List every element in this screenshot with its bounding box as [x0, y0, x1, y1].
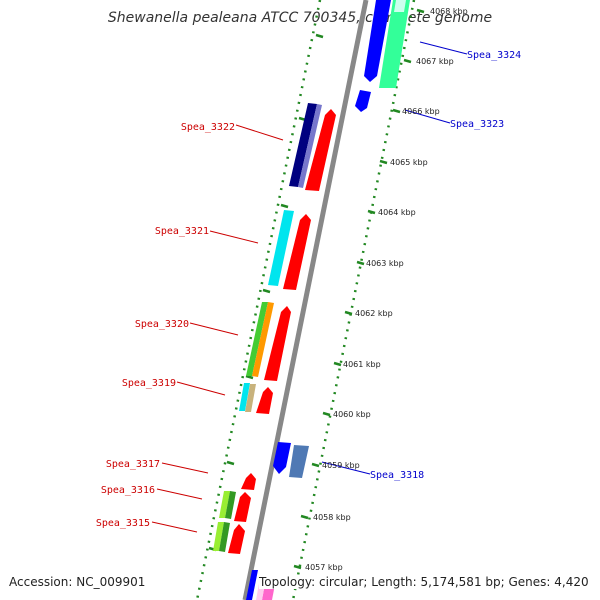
cds-spea-3322-color-b[interactable]	[298, 104, 322, 188]
gene-label[interactable]: Spea_3317	[106, 459, 160, 470]
scale-label: 4057 kbp	[305, 563, 343, 572]
scale-label: 4059 kbp	[322, 461, 360, 470]
cds-spea-3316-arrow[interactable]	[234, 492, 251, 522]
cds-spea-3321-color[interactable]	[268, 210, 294, 286]
topology-text: Topology: circular; Length: 5,174,581 bp…	[259, 575, 589, 589]
gene-label[interactable]: Spea_3323	[450, 119, 504, 130]
scale-label: 4066 kbp	[402, 107, 440, 116]
inner-tick-ring	[291, 0, 416, 600]
cds-spea-3324-green[interactable]	[379, 0, 410, 88]
cds-spea-3315-color-a[interactable]	[213, 522, 224, 551]
cds-spea-3321-arrow[interactable]	[283, 214, 311, 290]
cds-spea-3315-arrow[interactable]	[228, 524, 245, 554]
gene-label[interactable]: Spea_3316	[101, 485, 155, 496]
scale-label: 4064 kbp	[378, 208, 416, 217]
scale-label: 4061 kbp	[343, 360, 381, 369]
gene-label[interactable]: Spea_3319	[122, 378, 176, 389]
cds-spea-3319-tan[interactable]	[245, 384, 256, 412]
scale-label: 4060 kbp	[333, 410, 371, 419]
accession-text: Accession: NC_009901	[9, 575, 146, 589]
outer-tick-ring	[195, 0, 322, 600]
cds-spea-3322-color-a[interactable]	[289, 103, 317, 187]
cds-spea-3316-color-a[interactable]	[219, 491, 230, 518]
cds-spea-3323-arrow[interactable]	[355, 90, 371, 112]
cds-spea-3322-arrow[interactable]	[305, 109, 336, 191]
cds-spea-3318-steel[interactable]	[289, 445, 309, 478]
cds-spea-3318-arrow[interactable]	[273, 442, 291, 474]
reverse-labels: Spea_3324 Spea_3323 Spea_3318	[370, 50, 521, 481]
cds-spea-3320-green[interactable]	[246, 302, 268, 376]
forward-cds-group	[213, 103, 336, 600]
cds-spea-3324-arrow[interactable]	[364, 0, 391, 82]
scale-label: 4063 kbp	[366, 259, 404, 268]
reverse-cds-group	[273, 0, 410, 478]
cds-spea-3324-pale[interactable]	[394, 0, 406, 12]
inner-major-ticks	[293, 8, 425, 570]
scale-label: 4058 kbp	[313, 513, 351, 522]
cds-spea-3316-color-b[interactable]	[225, 491, 236, 519]
cds-spea-3315-color-b[interactable]	[219, 522, 230, 552]
gene-label[interactable]: Spea_3324	[467, 50, 521, 61]
scale-label: 4062 kbp	[355, 309, 393, 318]
gene-label[interactable]: Spea_3318	[370, 470, 424, 481]
gene-label[interactable]: Spea_3320	[135, 319, 189, 330]
cds-spea-3317-arrow[interactable]	[241, 473, 256, 490]
cds-spea-3320-arrow[interactable]	[264, 306, 291, 381]
gene-label[interactable]: Spea_3322	[181, 122, 235, 133]
cds-spea-3319-arrow[interactable]	[256, 387, 273, 414]
cds-bottom-partial-blue[interactable]	[246, 570, 258, 600]
cds-spea-3320-orange[interactable]	[252, 302, 274, 377]
gene-label[interactable]: Spea_3321	[155, 226, 209, 237]
reverse-leader-lines	[321, 41, 468, 475]
genome-backbone	[242, 0, 369, 600]
scale-label: 4065 kbp	[390, 158, 428, 167]
forward-leader-lines	[151, 124, 284, 533]
scale-labels: 4068 kbp 4067 kbp 4066 kbp 4065 kbp 4064…	[305, 7, 468, 572]
forward-labels: Spea_3322 Spea_3321 Spea_3320 Spea_3319 …	[96, 122, 235, 529]
scale-label: 4067 kbp	[416, 57, 454, 66]
cds-spea-3319-cyan[interactable]	[239, 383, 250, 411]
gene-label[interactable]: Spea_3315	[96, 518, 150, 529]
scale-label: 4068 kbp	[430, 7, 468, 16]
